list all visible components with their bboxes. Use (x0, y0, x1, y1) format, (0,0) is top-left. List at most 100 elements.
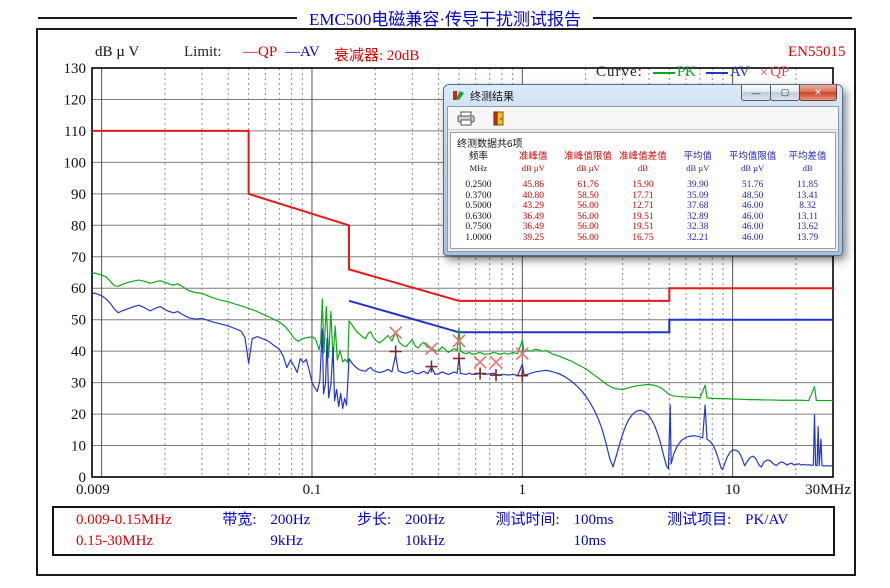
y-tick-label: 60 (71, 281, 86, 297)
bandwidth-field: 带宽: 200Hz 9kHz (222, 510, 357, 552)
final-results-window[interactable]: 终测结果 — ▢ ✕ (443, 84, 843, 256)
results-cell: 56.00 (577, 201, 599, 211)
results-cell: 61.76 (577, 180, 599, 190)
limit-av-label: —AV (285, 44, 320, 60)
x-tick-label: 0.009 (76, 482, 110, 498)
results-cell: 12.71 (632, 201, 654, 211)
results-cell: 39.25 (522, 232, 544, 243)
close-button[interactable]: ✕ (799, 85, 837, 101)
test-item-label: 测试项目: (667, 512, 732, 528)
curve-legend: Curve: PK AV × QP (596, 64, 789, 81)
app-icon (453, 91, 464, 100)
results-row: 0.6300 36.49 56.00 19.51 32.89 46.00 13.11 (451, 212, 835, 223)
minimize-button[interactable]: — (741, 85, 771, 101)
marker-x (515, 346, 529, 361)
y-axis-unit-label: dB µ V (95, 44, 140, 60)
bandwidth-value-high: 9kHz (270, 533, 303, 549)
legend-item-label: QP (770, 64, 790, 80)
results-cell: 46.00 (741, 201, 764, 211)
results-cell: 56.00 (577, 232, 599, 243)
y-tick-label: 40 (71, 344, 86, 360)
results-cell: 46.00 (741, 211, 764, 222)
results-cell: 15.90 (632, 180, 654, 190)
results-row: 0.2500 45.86 61.76 15.90 39.90 51.76 11.85 (451, 180, 835, 191)
results-cell: 39.90 (687, 180, 709, 190)
series-av (91, 292, 834, 471)
legend-item-av: AV (706, 64, 750, 81)
y-tick-label: 70 (71, 250, 86, 266)
window-titlebar[interactable]: 终测结果 — ▢ ✕ (447, 85, 839, 106)
bandwidth-label: 带宽: (222, 512, 257, 528)
results-cell: 43.29 (522, 201, 544, 211)
results-row: 0.5000 43.29 56.00 12.71 37.68 46.00 8.32 (451, 201, 835, 212)
results-cell: 13.11 (797, 211, 819, 222)
y-tick-label: 20 (71, 407, 86, 423)
results-column-header: 准峰值差值 dB (619, 152, 667, 173)
legend-item-qp: × QP (760, 64, 790, 81)
bandwidth-value-low: 200Hz (270, 512, 311, 528)
legend-line-swatch (706, 71, 729, 74)
results-cell: 56.00 (577, 222, 599, 232)
y-tick-label: 120 (64, 92, 87, 108)
curve-legend-title: Curve: (596, 64, 643, 80)
results-cell: 1.0000 (465, 232, 492, 243)
window-body: 终测数据共6项 频率 MHz 准峰值 dB µV 准峰值限值 dB µV 准峰值差值 dB 平均… (447, 106, 839, 252)
attenuator-label: 衰减器: 20dB (334, 48, 420, 64)
test-settings-box: 0.009-0.15MHz 0.15-30MHz 带宽: 200Hz 9kHz 步… (52, 506, 835, 556)
results-summary: 终测数据共6项 (457, 139, 523, 150)
legend-item-pk: PK (652, 64, 697, 81)
test-time-value-high: 10ms (573, 533, 606, 549)
marker-x (424, 342, 439, 356)
results-cell: 32.21 (687, 232, 709, 243)
step-label: 步长: (356, 512, 392, 528)
results-row: 1.0000 39.25 56.00 16.75 32.21 46.00 13.79 (451, 233, 835, 244)
results-cell: 13.41 (796, 190, 819, 201)
results-cell: 13.79 (796, 232, 819, 243)
results-cell: 36.49 (522, 211, 544, 222)
x-tick-label: 10 (725, 482, 740, 498)
results-cell: 16.75 (632, 232, 654, 243)
test-time-value-low: 100ms (573, 512, 614, 528)
results-cell: 56.00 (577, 211, 599, 222)
test-time-field: 测试时间: 100ms 10ms (495, 510, 667, 552)
results-cell: 45.86 (522, 180, 544, 190)
results-cell: 0.5000 (465, 201, 492, 211)
results-panel: 终测数据共6项 频率 MHz 准峰值 dB µV 准峰值限值 dB µV 准峰值差值 dB 平均… (450, 132, 836, 249)
step-field: 步长: 200Hz 10kHz (357, 510, 496, 552)
y-tick-label: 10 (71, 439, 86, 455)
frequency-ranges: 0.009-0.15MHz 0.15-30MHz (54, 510, 222, 552)
legend-line-swatch (652, 71, 675, 74)
y-tick-label: 30 (71, 376, 86, 392)
results-cell: 58.50 (577, 190, 599, 201)
marker-x (473, 355, 487, 369)
results-cell: 35.09 (687, 190, 709, 201)
maximize-button[interactable]: ▢ (770, 85, 800, 101)
marker-x (489, 355, 503, 369)
results-column-header: 频率 MHz (468, 152, 488, 173)
limit-line-av (348, 299, 833, 334)
title-rule-right (593, 16, 852, 19)
results-column-header: 平均差值 dB (788, 152, 827, 173)
report-title-row: EMC500电磁兼容·传导干扰测试报告 (38, 5, 852, 30)
report-frame (36, 28, 856, 576)
results-column-header: 准峰值 dB µV (519, 152, 548, 173)
printer-icon[interactable] (456, 110, 476, 126)
results-cell: 0.7500 (465, 222, 492, 232)
results-cell: 0.6300 (465, 211, 492, 222)
results-cell: 37.68 (687, 201, 709, 211)
spacer-row (451, 173, 835, 180)
results-cell: 0.3700 (465, 190, 492, 201)
x-tick-label: 1 (519, 482, 527, 498)
results-cell: 0.2500 (465, 180, 492, 190)
title-rule-left (38, 16, 297, 19)
results-cell: 19.51 (632, 211, 654, 222)
legend-item-label: AV (730, 64, 750, 80)
results-cell: 36.49 (522, 222, 544, 232)
test-item-field: 测试项目: PK/AV (667, 510, 833, 552)
results-cell: 19.51 (632, 222, 654, 232)
marker-x (389, 326, 403, 340)
exit-icon[interactable] (488, 110, 508, 126)
legend-item-label: PK (676, 64, 697, 80)
results-cell: 32.38 (687, 222, 709, 232)
